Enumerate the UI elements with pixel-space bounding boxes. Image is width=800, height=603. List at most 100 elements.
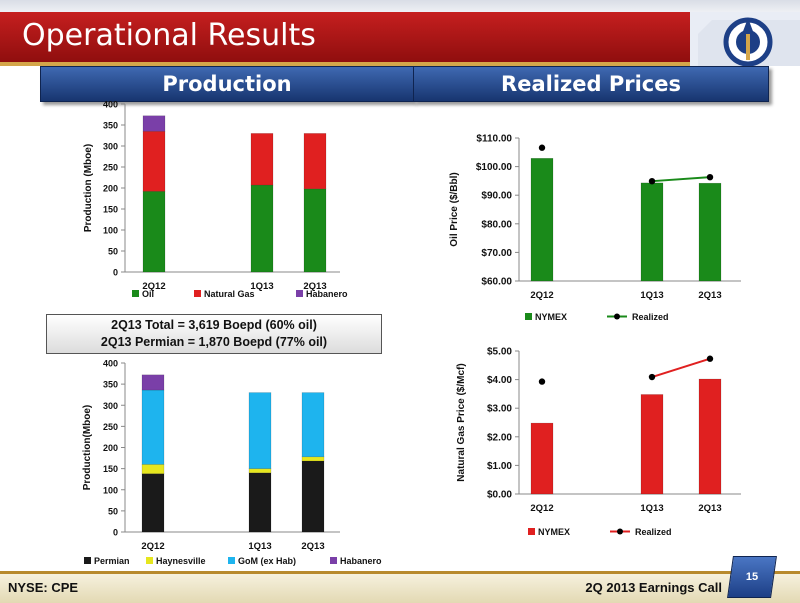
slide-title: Operational Results: [22, 18, 316, 53]
page-number-badge: 15: [727, 556, 777, 598]
y-tick-label: $4.00: [487, 375, 512, 386]
x-tick-label: 2Q13: [698, 503, 721, 514]
legend-swatch: [194, 290, 201, 297]
x-tick-label: 1Q13: [248, 541, 271, 552]
realized-line: [651, 357, 711, 378]
bar-segment: [142, 115, 166, 132]
bar: [698, 182, 722, 282]
y-axis-label: Production (Mboe): [83, 144, 94, 232]
y-tick-label: 0: [113, 268, 118, 278]
legend-label: Habanero: [340, 556, 382, 566]
bar-segment: [142, 131, 166, 192]
bar-segment: [248, 468, 272, 474]
legend-label: Realized: [635, 527, 672, 537]
y-axis-label: Natural Gas Price ($/Mcf): [456, 363, 467, 481]
y-tick-label: 100: [103, 485, 118, 495]
footer-event: 2Q 2013 Earnings Call: [585, 580, 722, 595]
y-tick-label: $80.00: [481, 219, 512, 230]
legend-label: Permian: [94, 556, 130, 566]
realized-prices-header: Realized Prices: [413, 66, 769, 102]
x-tick-label: 1Q13: [640, 290, 663, 301]
legend-swatch: [525, 313, 532, 320]
y-tick-label: $0.00: [487, 490, 512, 501]
y-tick-label: 250: [103, 163, 118, 173]
production-summary-box: 2Q13 Total = 3,619 Boepd (60% oil) 2Q13 …: [46, 314, 382, 354]
y-tick-label: $90.00: [481, 191, 512, 202]
bar-segment: [250, 184, 274, 273]
bar-segment: [303, 188, 327, 273]
bar-segment: [301, 456, 325, 462]
bar-segment: [141, 389, 165, 465]
y-tick-label: 200: [103, 443, 118, 453]
x-tick-label: 1Q13: [640, 503, 663, 514]
y-tick-label: 50: [108, 506, 118, 516]
production-header: Production: [40, 66, 414, 102]
x-tick-label: 2Q12: [530, 503, 553, 514]
company-logo-icon: [690, 12, 800, 66]
legend-marker: [614, 313, 620, 320]
bar: [640, 182, 664, 282]
legend-swatch: [528, 528, 535, 535]
legend-marker: [617, 528, 623, 535]
legend-label: Habanero: [306, 289, 348, 299]
legend-label: NYMEX: [535, 312, 567, 322]
y-tick-label: 250: [103, 422, 118, 432]
footer-bar: NYSE: CPE 2Q 2013 Earnings Call: [0, 571, 800, 603]
bar-segment: [248, 472, 272, 533]
legend-label: GoM (ex Hab): [238, 556, 296, 566]
y-tick-label: 150: [103, 205, 118, 215]
realized-point: [648, 373, 656, 381]
realized-point: [648, 177, 656, 185]
y-tick-label: 350: [103, 121, 118, 131]
y-axis-label: Oil Price ($/Bbl): [449, 172, 460, 246]
y-tick-label: $1.00: [487, 461, 512, 472]
legend-swatch: [146, 557, 153, 564]
realized-point: [538, 378, 546, 385]
y-tick-label: 400: [103, 359, 118, 369]
footer-ticker: NYSE: CPE: [8, 580, 79, 595]
realized-point: [706, 173, 714, 181]
bar: [698, 378, 722, 495]
y-tick-label: $70.00: [481, 248, 512, 259]
legend-swatch: [296, 290, 303, 297]
y-tick-label: $3.00: [487, 404, 512, 415]
y-tick-label: 50: [108, 247, 118, 257]
x-tick-label: 1Q13: [250, 281, 273, 292]
legend-swatch: [84, 557, 91, 564]
x-tick-label: 2Q12: [141, 541, 164, 552]
bar-segment: [301, 460, 325, 533]
legend-label: NYMEX: [538, 527, 570, 537]
legend-label: Natural Gas: [204, 289, 255, 299]
legend-label: Oil: [142, 289, 154, 299]
legend-label: Realized: [632, 312, 669, 322]
legend-swatch: [228, 557, 235, 564]
x-tick-label: 2Q12: [530, 290, 553, 301]
bar-segment: [250, 133, 274, 186]
top-band: [0, 0, 800, 12]
y-tick-label: $100.00: [476, 162, 513, 173]
summary-line-permian: 2Q13 Permian = 1,870 Boepd (77% oil): [100, 335, 328, 349]
y-tick-label: 0: [113, 528, 118, 538]
y-tick-label: 300: [103, 142, 118, 152]
summary-line-total: 2Q13 Total = 3,619 Boepd (60% oil): [111, 318, 317, 332]
bar-segment: [141, 473, 165, 533]
legend-swatch: [330, 557, 337, 564]
y-tick-label: $110.00: [476, 134, 512, 145]
bar-segment: [301, 392, 325, 458]
y-tick-label: 350: [103, 380, 118, 390]
y-tick-label: 200: [103, 184, 118, 194]
x-tick-label: 2Q13: [301, 541, 324, 552]
title-bar: Operational Results: [0, 12, 690, 66]
x-tick-label: 2Q13: [303, 281, 326, 292]
legend-swatch: [132, 290, 139, 297]
x-tick-label: 2Q12: [142, 281, 165, 292]
y-tick-label: $60.00: [481, 277, 512, 288]
realized-line: [651, 176, 711, 183]
bar: [530, 422, 554, 495]
page-number: 15: [745, 571, 759, 583]
bar-segment: [303, 133, 327, 190]
bar-segment: [142, 191, 166, 273]
bar-segment: [141, 464, 165, 474]
x-tick-label: 2Q13: [698, 290, 721, 301]
y-tick-label: $5.00: [487, 347, 512, 358]
